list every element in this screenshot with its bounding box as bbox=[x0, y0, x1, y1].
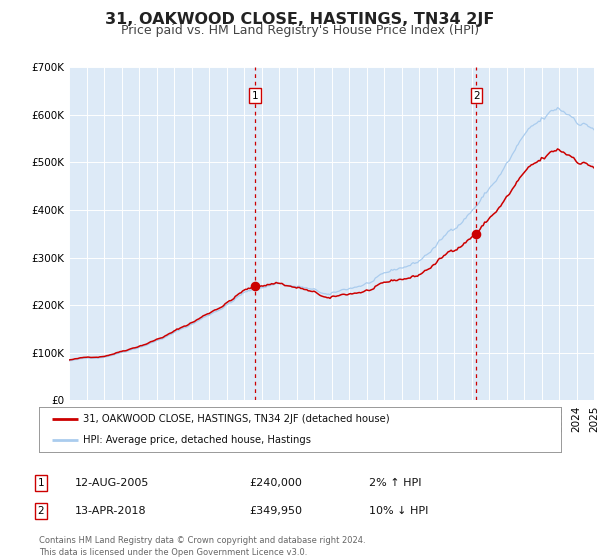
Text: HPI: Average price, detached house, Hastings: HPI: Average price, detached house, Hast… bbox=[83, 435, 311, 445]
Text: 2: 2 bbox=[37, 506, 44, 516]
Text: 1: 1 bbox=[37, 478, 44, 488]
Text: 10% ↓ HPI: 10% ↓ HPI bbox=[369, 506, 428, 516]
Text: £349,950: £349,950 bbox=[249, 506, 302, 516]
Text: 12-AUG-2005: 12-AUG-2005 bbox=[75, 478, 149, 488]
Text: 31, OAKWOOD CLOSE, HASTINGS, TN34 2JF (detached house): 31, OAKWOOD CLOSE, HASTINGS, TN34 2JF (d… bbox=[83, 414, 390, 424]
Text: 2% ↑ HPI: 2% ↑ HPI bbox=[369, 478, 421, 488]
Point bbox=[250, 282, 260, 291]
Text: Contains HM Land Registry data © Crown copyright and database right 2024.
This d: Contains HM Land Registry data © Crown c… bbox=[39, 536, 365, 557]
Text: Price paid vs. HM Land Registry's House Price Index (HPI): Price paid vs. HM Land Registry's House … bbox=[121, 24, 479, 36]
Point bbox=[472, 230, 481, 239]
Text: 13-APR-2018: 13-APR-2018 bbox=[75, 506, 146, 516]
Text: £240,000: £240,000 bbox=[249, 478, 302, 488]
Text: 31, OAKWOOD CLOSE, HASTINGS, TN34 2JF: 31, OAKWOOD CLOSE, HASTINGS, TN34 2JF bbox=[106, 12, 494, 27]
Text: 1: 1 bbox=[251, 91, 258, 101]
Text: 2: 2 bbox=[473, 91, 480, 101]
